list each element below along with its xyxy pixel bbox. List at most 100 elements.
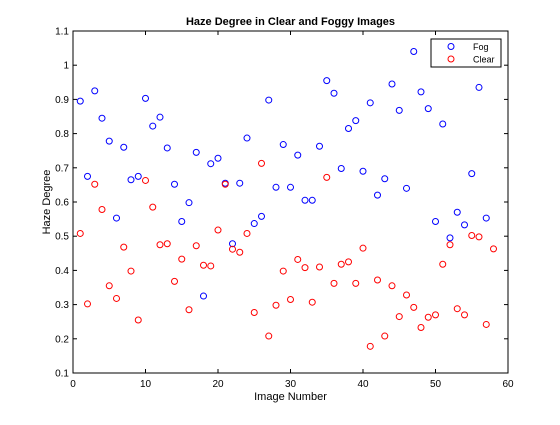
clear-point [200,261,207,269]
clear-point [439,260,447,268]
fog-point [352,117,360,125]
fog-point [113,214,120,222]
clear-point [316,263,323,271]
fog-point [345,124,352,132]
fog-point [127,176,135,184]
clear-point [76,229,84,237]
legend-marker-clear [447,55,455,63]
fog-point [200,292,207,300]
clear-point [424,313,432,321]
x-tick-label: 30 [285,379,297,390]
clear-point [287,295,294,303]
fog-point [337,164,345,172]
fog-point [214,154,222,162]
legend-label-clear: Clear [473,55,495,65]
clear-point [468,232,476,240]
clear-point [475,233,483,241]
clear-point [243,229,251,237]
clear-point [482,320,490,328]
fog-point [395,106,403,114]
fog-point [236,179,244,187]
clear-point [178,255,186,263]
clear-point [149,203,157,211]
y-tick-label: 0.4 [55,266,69,277]
y-tick-label: 0.6 [55,198,69,209]
fog-point [403,184,410,192]
clear-point [352,279,360,287]
x-tick-label: 60 [502,379,514,390]
fog-point [98,114,106,122]
series-fog [76,48,490,300]
fog-point [163,144,171,152]
clear-point [192,242,200,250]
clear-point [142,176,149,184]
fog-point [410,48,418,56]
clear-point [113,294,120,302]
clear-point [207,262,215,270]
fog-point [243,134,251,142]
clear-point [337,260,345,268]
series-clear [76,159,497,350]
x-tick-label: 10 [140,379,152,390]
clear-point [236,248,244,256]
clear-point [156,241,164,249]
clear-point [432,311,439,319]
fog-point [374,191,381,199]
axis-ticks [72,30,509,374]
y-tick-label: 0.7 [55,163,69,174]
fog-point [316,142,323,150]
y-tick-label: 0.8 [55,129,69,140]
fog-point [468,170,476,178]
fog-point [149,122,157,130]
x-tick-label: 50 [430,379,442,390]
y-tick-label: 0.1 [55,369,69,380]
fog-point [432,217,439,225]
fog-point [192,148,200,156]
fog-point [134,172,142,180]
clear-point [163,240,171,248]
clear-point [120,243,128,251]
clear-point [366,342,374,350]
legend-label-fog: Fog [473,42,489,52]
fog-point [178,217,186,225]
clear-point [345,258,352,266]
fog-point [308,196,316,204]
y-tick-label: 0.5 [55,232,69,243]
clear-point [98,206,106,214]
axis-tick-labels: 0 10 20 30 40 50 60 0.1 0.2 0.3 0.4 0.5 0.6 0.7 0.8 0.9… [55,27,514,391]
clear-point [410,303,418,311]
clear-point [453,305,461,313]
x-axis-label: Image Number [254,391,327,403]
fog-point [265,96,273,104]
fog-point [171,180,178,188]
fog-point [229,240,236,248]
fog-point [417,88,425,96]
clear-point [91,180,99,188]
clear-point [403,291,410,299]
clear-point [250,308,258,316]
x-tick-label: 0 [70,379,76,390]
plot-area [72,30,509,374]
clear-point [214,226,222,234]
y-tick-label: 0.2 [55,334,69,345]
clear-point [279,267,287,275]
clear-point [395,313,403,321]
fog-point [250,220,258,228]
y-tick-label: 1 [63,61,69,72]
fog-point [105,137,113,145]
clear-point [308,298,316,306]
fog-point [294,151,302,159]
fog-point [272,183,280,191]
y-axis-label: Haze Degree [41,170,53,235]
fog-point [453,208,461,216]
clear-point [417,324,425,332]
fog-point [388,80,396,88]
y-tick-label: 0.3 [55,300,69,311]
clear-point [294,255,302,263]
fog-point [156,113,164,121]
x-tick-label: 40 [357,379,369,390]
fog-point [461,221,468,229]
fog-point [287,183,294,191]
fog-point [185,199,193,207]
